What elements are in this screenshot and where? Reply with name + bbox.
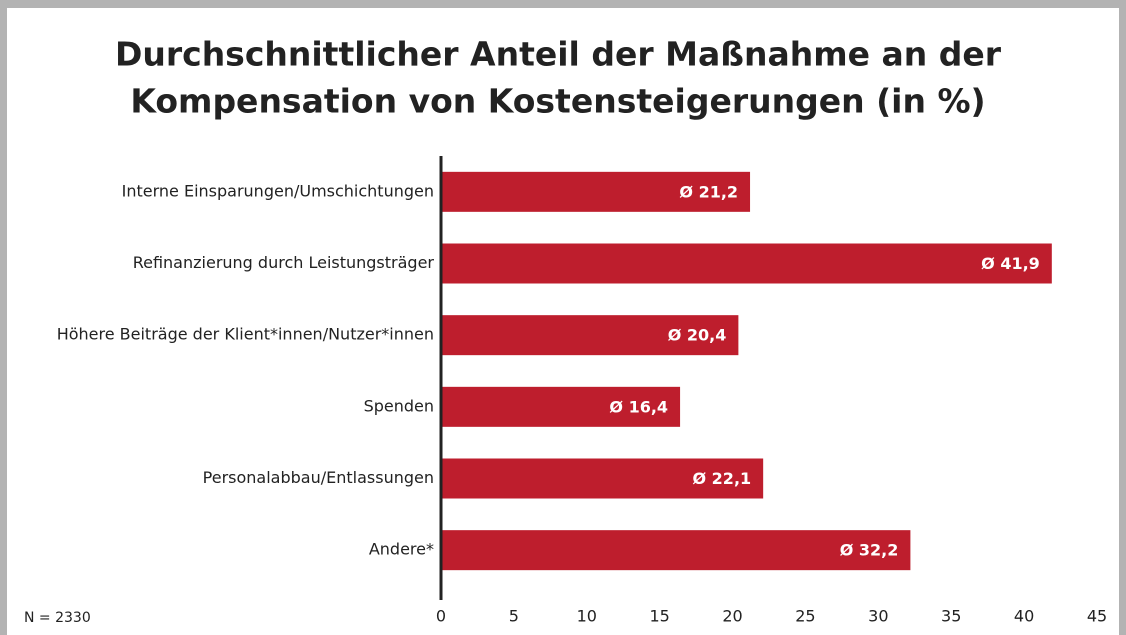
value-label: Ø 20,4 — [668, 326, 727, 345]
x-tick-label: 0 — [436, 607, 446, 626]
y-tick-label: Refinanzierung durch Leistungsträger — [133, 253, 435, 272]
x-tick-label: 20 — [722, 607, 742, 626]
x-tick-label: 30 — [868, 607, 888, 626]
bar — [441, 458, 764, 499]
bar — [441, 315, 739, 356]
x-tick-label: 15 — [649, 607, 669, 626]
value-label: Ø 16,4 — [609, 397, 668, 416]
x-tick-label: 35 — [941, 607, 961, 626]
bar — [441, 243, 1052, 284]
value-label: Ø 41,9 — [981, 254, 1040, 273]
y-tick-label: Andere* — [369, 540, 434, 559]
value-label: Ø 32,2 — [840, 541, 899, 560]
bar — [441, 386, 681, 427]
x-tick-label: 5 — [509, 607, 519, 626]
y-tick-label: Interne Einsparungen/Umschichtungen — [122, 181, 434, 200]
value-label: Ø 22,1 — [693, 469, 752, 488]
y-tick-label: Spenden — [364, 396, 434, 415]
x-tick-label: 40 — [1014, 607, 1034, 626]
value-label: Ø 21,2 — [679, 182, 738, 201]
chart-title: Durchschnittlicher Anteil der Maßnahme a… — [115, 35, 1002, 74]
x-tick-label: 10 — [577, 607, 597, 626]
note: N = 2330 — [24, 610, 91, 626]
chart-title: Kompensation von Kostensteigerungen (in … — [130, 82, 985, 121]
bar — [441, 171, 751, 212]
x-tick-label: 45 — [1087, 607, 1107, 626]
y-tick-label: Personalabbau/Entlassungen — [203, 468, 434, 487]
x-tick-label: 25 — [795, 607, 815, 626]
y-tick-label: Höhere Beiträge der Klient*innen/Nutzer*… — [57, 325, 434, 344]
bar — [441, 530, 911, 571]
